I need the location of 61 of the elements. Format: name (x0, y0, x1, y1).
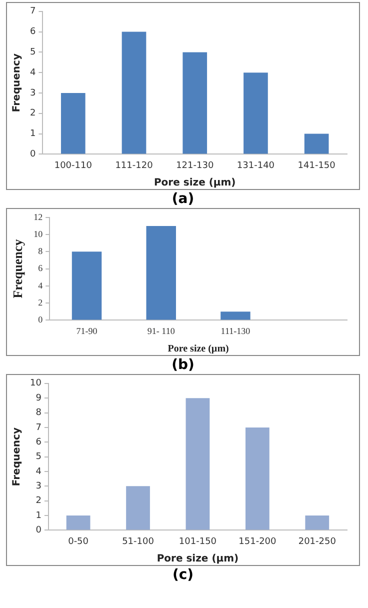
y-tick-label: 0 (38, 314, 44, 325)
y-tick-label: 3 (30, 88, 36, 98)
x-tick-label: 111-120 (115, 160, 154, 171)
y-tick-label: 6 (36, 437, 42, 448)
x-tick-label: 101-150 (178, 536, 217, 547)
bar (122, 32, 146, 154)
y-axis-title: Frequency (12, 427, 23, 486)
y-tick-label: 4 (38, 280, 44, 290)
bar (72, 252, 102, 320)
x-tick-label: 201-250 (298, 536, 336, 547)
y-tick-label: 10 (30, 378, 42, 389)
x-axis-title: Pore size (µm) (154, 178, 236, 189)
y-tick-label: 5 (30, 48, 36, 58)
x-tick-label: 0-50 (68, 536, 89, 547)
bar (126, 486, 150, 530)
y-tick-label: 4 (30, 68, 36, 78)
y-tick-label: 7 (30, 6, 36, 17)
x-tick-label: 141-150 (298, 160, 336, 171)
y-tick-label: 2 (38, 297, 43, 308)
bar (244, 72, 268, 154)
x-tick-label: 131-140 (236, 160, 275, 171)
bar (304, 134, 329, 154)
x-axis-title: Pore size (µm) (168, 344, 229, 355)
y-tick-label: 9 (36, 393, 42, 404)
y-tick-label: 5 (36, 452, 42, 462)
bar (245, 427, 270, 530)
bar (182, 52, 208, 154)
y-tick-label: 2 (30, 108, 36, 119)
bar (146, 226, 176, 320)
x-tick-label: 151-200 (238, 536, 277, 547)
y-axis-title: Frequency (12, 53, 23, 112)
bar (66, 516, 90, 530)
text: (c) (171, 566, 195, 584)
bar (220, 312, 250, 320)
y-tick-label: 1 (30, 129, 36, 140)
y-tick-label: 8 (38, 246, 44, 256)
x-tick-label: 100-110 (54, 160, 92, 171)
x-tick-label: 91- 110 (147, 326, 176, 336)
y-tick-label: 1 (36, 510, 42, 521)
y-tick-label: 7 (36, 422, 42, 433)
x-axis-title: Pore size (µm) (156, 554, 239, 565)
x-tick-label: 71-90 (76, 326, 98, 336)
y-tick-label: 4 (36, 466, 42, 477)
y-tick-label: 6 (38, 263, 44, 274)
y-tick-label: 6 (30, 27, 36, 38)
x-tick-label: 111-130 (220, 326, 251, 336)
y-tick-label: 2 (36, 496, 42, 506)
y-tick-label: 10 (34, 228, 44, 239)
y-axis-title: Frequency (10, 238, 26, 298)
x-tick-label: 121-130 (176, 160, 214, 171)
y-tick-label: 0 (36, 526, 42, 536)
y-tick-label: 3 (36, 482, 42, 492)
y-tick-label: 0 (30, 150, 36, 160)
y-tick-label: 12 (34, 212, 43, 222)
text: (a) (170, 190, 196, 208)
y-tick-label: 8 (36, 408, 42, 418)
bar (186, 398, 210, 530)
text: (b) (170, 356, 196, 374)
bar (305, 516, 330, 530)
bar (60, 93, 86, 154)
x-tick-label: 51-100 (122, 536, 154, 547)
